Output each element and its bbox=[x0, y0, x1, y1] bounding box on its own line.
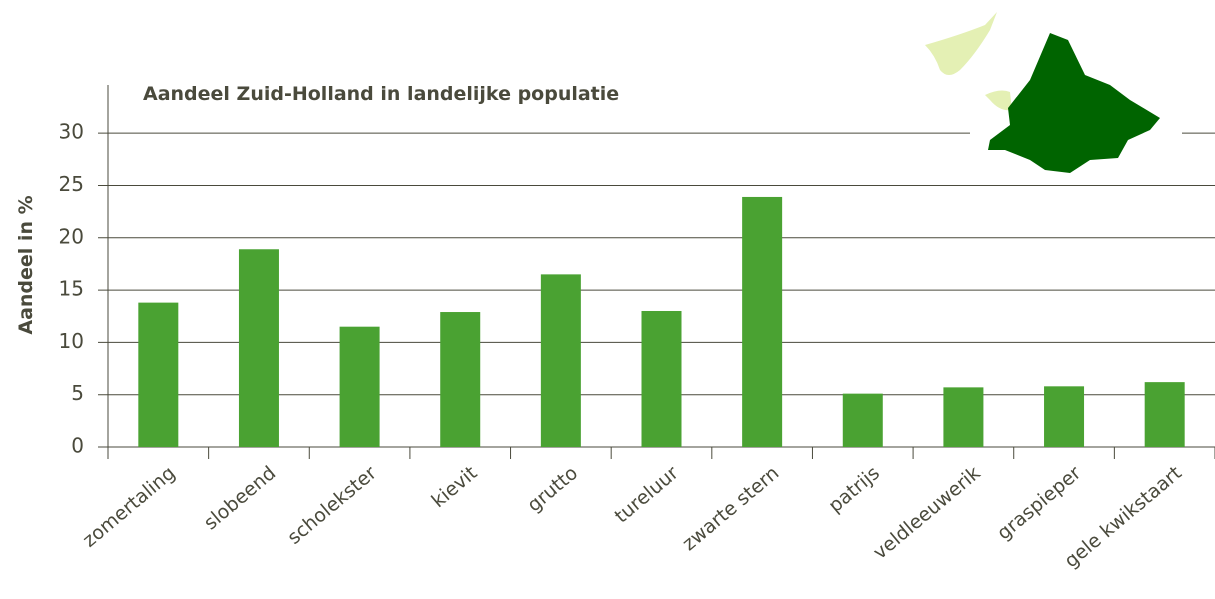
x-tick-label: patrijs bbox=[824, 462, 884, 517]
y-tick-label: 10 bbox=[59, 329, 84, 353]
bar bbox=[440, 312, 481, 447]
x-tick-label: zwarte stern bbox=[678, 462, 783, 555]
bar bbox=[842, 393, 883, 447]
bar bbox=[742, 196, 783, 447]
x-tick-label: kievit bbox=[428, 462, 482, 512]
bar bbox=[641, 310, 682, 447]
x-tick-label: graspieper bbox=[993, 462, 1085, 545]
bar bbox=[1144, 382, 1185, 447]
x-tick-label: tureluur bbox=[611, 462, 683, 528]
bar bbox=[943, 387, 984, 447]
chart-title: Aandeel Zuid-Holland in landelijke popul… bbox=[143, 83, 619, 105]
map-decoration bbox=[925, 12, 1182, 173]
bar bbox=[238, 249, 279, 447]
bird-icon bbox=[925, 12, 997, 75]
y-tick-label: 0 bbox=[71, 434, 84, 458]
y-tick-label: 30 bbox=[59, 120, 84, 144]
bird-icon bbox=[985, 90, 1012, 111]
bar bbox=[339, 326, 380, 447]
y-tick-label: 5 bbox=[71, 381, 84, 405]
bar bbox=[540, 274, 581, 447]
x-tick-label: slobeend bbox=[200, 462, 280, 534]
province-map bbox=[988, 33, 1160, 173]
x-tick-label: veldleeuwerik bbox=[869, 462, 984, 564]
bar bbox=[138, 302, 179, 447]
x-tick-label: zomertaling bbox=[79, 462, 180, 552]
x-tick-label: grutto bbox=[523, 462, 582, 516]
y-tick-label: 15 bbox=[59, 277, 84, 301]
y-tick-label: 20 bbox=[59, 224, 84, 248]
y-tick-label: 25 bbox=[59, 172, 84, 196]
x-tick-label: scholekster bbox=[283, 462, 381, 549]
y-axis-label: Aandeel in % bbox=[15, 195, 37, 334]
bar bbox=[1044, 386, 1085, 447]
